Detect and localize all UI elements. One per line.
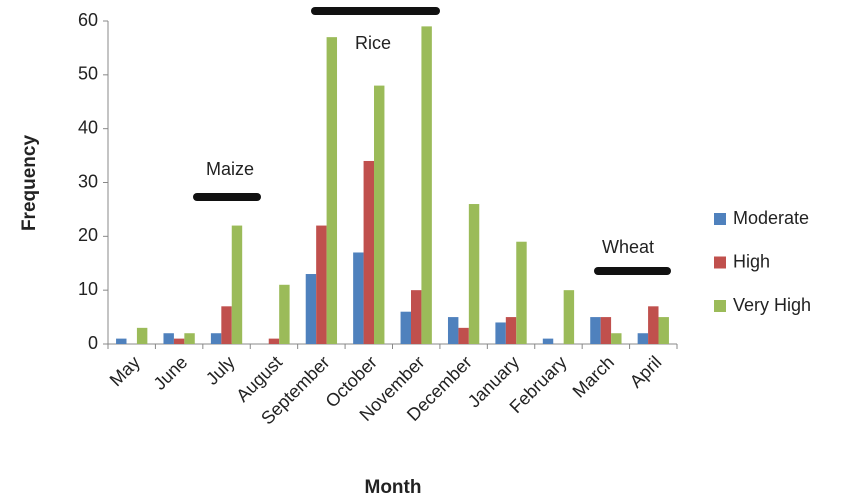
x-tick-label: July — [202, 352, 239, 389]
y-tick-label: 0 — [88, 333, 98, 353]
annotation: Wheat — [602, 237, 654, 257]
y-tick-label: 50 — [78, 64, 98, 84]
bar — [136, 327, 148, 344]
bar — [231, 225, 243, 344]
bar — [221, 306, 232, 344]
y-tick-label: 60 — [78, 10, 98, 30]
bar — [173, 338, 185, 344]
x-tick-label: March — [569, 352, 619, 402]
bar — [458, 327, 469, 344]
bar — [410, 290, 422, 344]
legend-swatch — [714, 256, 726, 269]
bar — [468, 204, 480, 344]
bar — [447, 317, 459, 344]
legend-swatch — [714, 300, 726, 312]
bar — [505, 317, 517, 344]
bar — [590, 317, 601, 344]
bar — [658, 317, 669, 344]
x-tick-label: May — [106, 352, 144, 390]
y-tick-label: 20 — [78, 225, 98, 245]
bar — [542, 338, 554, 344]
bar — [563, 290, 575, 344]
bar — [163, 333, 174, 344]
bar — [648, 306, 659, 344]
bar — [611, 333, 622, 344]
legend-label: High — [733, 251, 770, 271]
x-axis-title: Month — [365, 477, 422, 498]
bar — [516, 241, 527, 344]
legend-label: Moderate — [733, 208, 809, 228]
bar — [210, 333, 222, 344]
bar — [116, 338, 127, 344]
y-tick-label: 40 — [78, 117, 98, 137]
bar — [279, 284, 290, 344]
x-tick-label: June — [150, 352, 192, 394]
bar — [184, 333, 195, 344]
bar — [326, 37, 338, 345]
bar — [374, 85, 385, 344]
y-tick-label: 10 — [78, 279, 98, 299]
legend-swatch — [714, 213, 726, 225]
y-tick-label: 30 — [78, 171, 98, 191]
bar — [268, 338, 280, 344]
legend-label: Very High — [733, 295, 811, 315]
bar — [316, 225, 327, 344]
bar — [495, 322, 506, 344]
bar — [353, 252, 364, 344]
bar — [363, 160, 375, 344]
annotation: Rice — [355, 33, 391, 53]
bar — [421, 26, 432, 345]
bar — [305, 274, 317, 344]
y-axis-title: Frequency — [19, 135, 40, 232]
annotation: Maize — [206, 159, 254, 179]
bar — [400, 311, 411, 344]
x-tick-label: April — [626, 352, 666, 392]
bar — [600, 317, 612, 344]
bar — [637, 333, 649, 344]
